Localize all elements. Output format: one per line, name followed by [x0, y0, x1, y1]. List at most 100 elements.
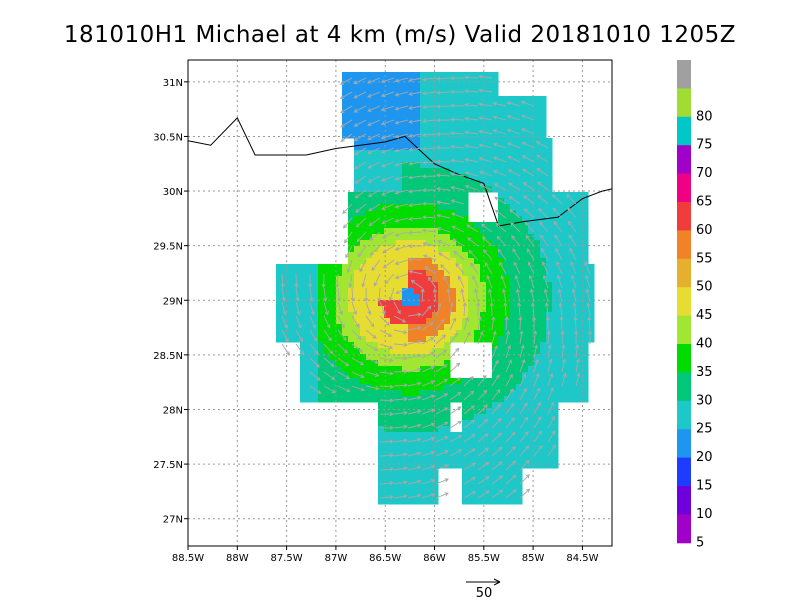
wind-field-cell: [516, 198, 523, 205]
wind-vector-arrow: [493, 156, 507, 163]
wind-field-cell: [432, 96, 439, 103]
wind-field-cell: [342, 126, 349, 133]
wind-field-cell: [492, 120, 499, 127]
wind-field-cell: [528, 294, 535, 301]
wind-vector-arrow: [348, 273, 353, 288]
colorbar-label: 20: [696, 450, 713, 465]
wind-field-cell: [384, 84, 391, 91]
wind-vector-arrow: [323, 371, 336, 381]
wind-field-cell: [540, 144, 547, 151]
wind-field-cell: [522, 144, 529, 151]
wind-field-cell: [504, 180, 511, 187]
wind-field-cell: [420, 468, 427, 475]
wind-field-cell: [390, 498, 397, 505]
wind-field-cell: [564, 360, 571, 367]
wind-field-cell: [384, 414, 391, 421]
wind-field-cell: [462, 498, 469, 505]
wind-field-cell: [528, 390, 535, 397]
wind-vector-arrow: [393, 480, 408, 485]
wind-field-cell: [276, 288, 283, 295]
wind-field-cell: [300, 390, 307, 397]
wind-field-cell: [432, 420, 439, 427]
wind-field-cell: [390, 216, 397, 223]
wind-field-cell: [528, 450, 535, 457]
wind-field-cell: [366, 378, 373, 385]
wind-field-cell: [570, 306, 577, 313]
wind-field-cell: [546, 396, 553, 403]
wind-field-cell: [582, 270, 589, 277]
wind-field-cell: [480, 276, 487, 283]
wind-field-cell: [558, 264, 565, 271]
wind-field-cell: [504, 234, 511, 241]
wind-field-cell: [348, 330, 355, 337]
wind-field-cell: [318, 390, 325, 397]
wind-field-cell: [552, 300, 559, 307]
wind-field-cell: [402, 444, 409, 451]
wind-field-cell: [366, 390, 373, 397]
wind-field-cell: [342, 318, 349, 325]
wind-vector-arrow: [422, 201, 437, 206]
wind-vector-arrow: [393, 383, 408, 388]
wind-field-cell: [306, 336, 313, 343]
wind-field-cell: [276, 330, 283, 337]
wind-field-cell: [534, 186, 541, 193]
wind-vector-arrow: [281, 287, 286, 302]
wind-vector-arrow: [379, 481, 394, 486]
wind-field-cell: [414, 336, 421, 343]
wind-field-cell: [384, 384, 391, 391]
wind-field-cell: [402, 372, 409, 379]
wind-field-cell: [372, 378, 379, 385]
wind-vector-arrow: [309, 371, 321, 381]
wind-field-cell: [432, 396, 439, 403]
wind-vector-arrow: [344, 231, 353, 244]
wind-field-cell: [414, 444, 421, 451]
wind-field-cell: [306, 294, 313, 301]
wind-field-cell: [468, 300, 475, 307]
wind-field-cell: [474, 426, 481, 433]
wind-field-cell: [480, 396, 487, 403]
wind-field-cell: [402, 156, 409, 163]
wind-field-cell: [396, 462, 403, 469]
wind-vector-arrow: [464, 75, 479, 80]
wind-vector-arrow: [309, 357, 320, 368]
wind-field-cell: [408, 414, 415, 421]
wind-field-cell: [438, 402, 445, 409]
wind-field-cell: [384, 288, 391, 295]
wind-field-cell: [312, 372, 319, 379]
wind-field-cell: [480, 444, 487, 451]
wind-field-cell: [354, 228, 361, 235]
wind-vector-arrow: [337, 371, 351, 379]
wind-field-cell: [546, 324, 553, 331]
wind-field-cell: [588, 276, 595, 283]
wind-field-cell: [444, 216, 451, 223]
wind-field-cell: [294, 324, 301, 331]
wind-field-cell: [558, 300, 565, 307]
wind-field-cell: [384, 252, 391, 259]
wind-field-cell: [462, 384, 469, 391]
wind-field-cell: [450, 120, 457, 127]
wind-field-cell: [432, 204, 439, 211]
wind-field-cell: [378, 456, 385, 463]
wind-field-cell: [276, 270, 283, 277]
wind-field-cell: [414, 192, 421, 199]
wind-vector-arrow: [450, 76, 464, 81]
wind-field-cell: [540, 270, 547, 277]
wind-vector-arrow: [505, 460, 517, 471]
wind-field-cell: [420, 264, 427, 271]
wind-field-cell: [486, 228, 493, 235]
wind-field-cell: [498, 246, 505, 253]
wind-field-cell: [444, 426, 451, 433]
wind-field-cell: [516, 222, 523, 229]
wind-field-cell: [444, 198, 451, 205]
wind-field-cell: [366, 342, 373, 349]
wind-vector-arrow: [340, 119, 353, 128]
wind-field-cell: [516, 276, 523, 283]
wind-vector-arrow: [555, 247, 563, 261]
wind-vector-arrow: [380, 91, 395, 98]
wind-vector-arrow: [407, 493, 422, 499]
wind-field-cell: [324, 306, 331, 313]
wind-field-cell: [366, 102, 373, 109]
wind-vector-arrow: [369, 231, 381, 241]
wind-field-cell: [414, 276, 421, 283]
wind-vector-arrow: [533, 373, 540, 387]
